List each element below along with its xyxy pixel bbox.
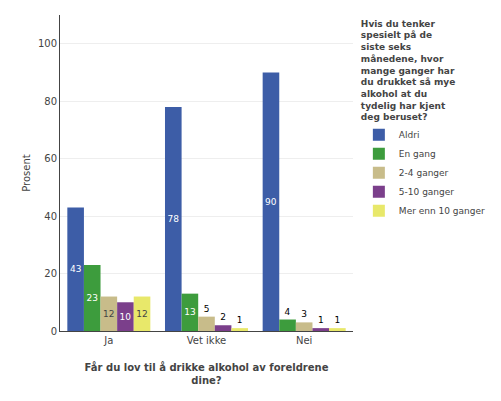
svg-text:100: 100	[38, 38, 57, 49]
svg-text:En gang: En gang	[399, 149, 436, 159]
svg-text:4: 4	[285, 307, 291, 317]
svg-text:40: 40	[44, 211, 57, 222]
svg-text:90: 90	[265, 197, 277, 207]
svg-text:0: 0	[51, 326, 57, 337]
svg-text:23: 23	[87, 293, 98, 303]
svg-text:3: 3	[301, 309, 307, 319]
svg-text:10: 10	[120, 312, 132, 322]
svg-text:12: 12	[136, 309, 147, 319]
svg-text:13: 13	[184, 307, 195, 317]
svg-text:78: 78	[167, 214, 179, 224]
svg-text:2: 2	[220, 312, 226, 322]
svg-text:5: 5	[204, 304, 210, 314]
svg-text:Vet ikke: Vet ikke	[187, 335, 226, 346]
svg-text:60: 60	[44, 153, 57, 164]
svg-text:20: 20	[44, 268, 57, 279]
svg-text:1: 1	[318, 315, 324, 325]
svg-text:43: 43	[70, 264, 81, 274]
svg-text:Prosent: Prosent	[21, 154, 32, 192]
svg-text:Mer enn 10 ganger: Mer enn 10 ganger	[399, 206, 485, 216]
svg-text:12: 12	[103, 309, 114, 319]
svg-text:Hvis du tenkerspesielt på desi: Hvis du tenkerspesielt på desiste seksmå…	[361, 19, 455, 123]
svg-text:80: 80	[44, 96, 57, 107]
svg-text:5-10 ganger: 5-10 ganger	[399, 187, 454, 197]
svg-text:Nei: Nei	[296, 335, 312, 346]
svg-text:Ja: Ja	[103, 335, 113, 346]
svg-text:1: 1	[335, 315, 341, 325]
svg-text:Aldri: Aldri	[399, 130, 420, 140]
svg-text:2-4 ganger: 2-4 ganger	[399, 168, 449, 178]
svg-text:Får du lov til å drikke alkoho: Får du lov til å drikke alkohol av forel…	[85, 361, 329, 386]
svg-text:1: 1	[237, 315, 243, 325]
